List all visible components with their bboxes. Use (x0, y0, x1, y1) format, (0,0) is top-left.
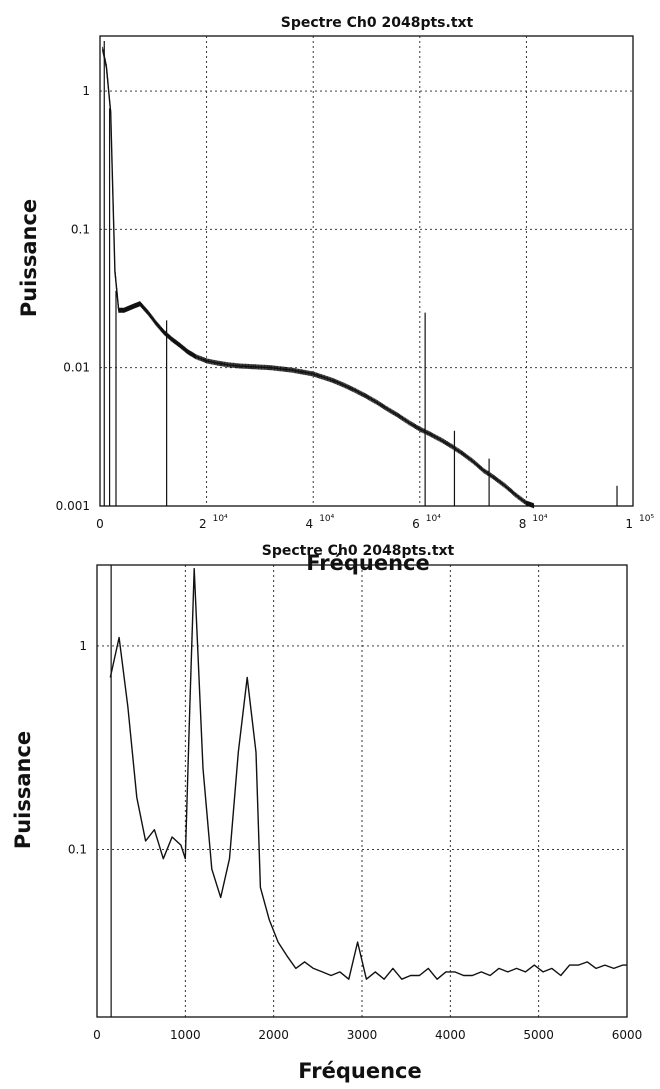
x-tick-labels: 0 2 10⁴ 4 10⁴ 6 10⁴ 8 10⁴ 1 10⁵ (96, 514, 654, 531)
grid (100, 36, 633, 506)
y-tick-label: 1 (79, 639, 87, 653)
x-tick-label: 1 (625, 517, 633, 531)
x-tick-exponent: 10⁵ (639, 514, 654, 524)
series-layer (109, 565, 627, 1017)
y-axis-title: Puissance (17, 199, 41, 317)
series-layer (102, 41, 618, 509)
chart-title: Spectre Ch0 2048pts.txt (281, 15, 474, 31)
x-tick-label: 6 (412, 517, 420, 531)
x-tick-label: 8 (519, 517, 527, 531)
y-axis-title: Puissance (11, 731, 35, 849)
x-tick-label: 0 (96, 517, 104, 531)
plot-frame (96, 564, 628, 1018)
series-noise (102, 46, 535, 509)
x-tick-label: 1000 (170, 1028, 201, 1042)
x-tick-label: 4 (306, 517, 314, 531)
y-tick-labels: 1 0.1 0.01 0.001 (56, 84, 90, 513)
chart-title: Spectre Ch0 2048pts.txt (262, 543, 455, 559)
y-tick-label: 1 (82, 84, 90, 98)
x-axis-title: Fréquence (298, 1059, 421, 1083)
x-tick-exponent: 10⁴ (319, 514, 334, 524)
series-line (102, 49, 535, 507)
y-tick-label: 0.01 (63, 361, 90, 375)
x-tick-exponent: 10⁴ (213, 514, 228, 524)
series-line (109, 567, 627, 980)
x-tick-label: 6000 (612, 1028, 643, 1042)
x-tick-label: 3000 (347, 1028, 378, 1042)
y-tick-label: 0.1 (71, 222, 90, 236)
x-tick-label: 4000 (435, 1028, 466, 1042)
y-tick-labels: 10.1 (68, 639, 87, 856)
spectrum-chart-zoom: Spectre Ch0 2048pts.txt 10.1 0 1000 2000 30… (11, 543, 642, 1083)
x-tick-label: 2 (199, 517, 207, 531)
y-tick-label: 0.001 (56, 499, 90, 513)
x-tick-exponent: 10⁴ (532, 514, 547, 524)
plot-frame (99, 35, 634, 507)
x-tick-label: 5000 (523, 1028, 554, 1042)
y-tick-label: 0.1 (68, 842, 87, 856)
spectrum-chart-full: Spectre Ch0 2048pts.txt 1 0.1 0.01 0.001 0 2… (17, 15, 654, 575)
x-tick-label: 2000 (258, 1028, 289, 1042)
x-tick-label: 0 (93, 1028, 101, 1042)
x-tick-labels: 0 1000 2000 3000 4000 5000 6000 (93, 1028, 642, 1042)
x-axis-title: Fréquence (306, 551, 429, 575)
x-tick-exponent: 10⁴ (426, 514, 441, 524)
grid (97, 565, 627, 1017)
